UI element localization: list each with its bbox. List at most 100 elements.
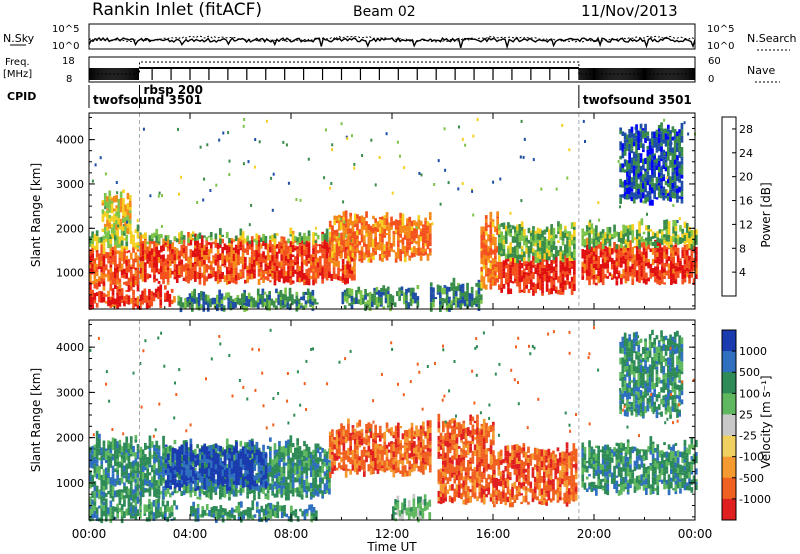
heatmap-cell xyxy=(255,473,259,478)
heatmap-cell xyxy=(123,511,126,518)
heatmap-cell xyxy=(271,490,274,494)
heatmap-cell xyxy=(114,454,117,460)
heatmap-cell xyxy=(434,297,438,300)
heatmap-cell xyxy=(134,473,138,479)
heatmap-cell xyxy=(374,226,377,232)
heatmap-cell xyxy=(660,178,663,182)
heatmap-cell xyxy=(91,474,94,483)
heatmap-cell xyxy=(368,301,372,307)
heatmap-cell xyxy=(484,250,488,256)
heatmap-cell xyxy=(167,482,170,488)
heatmap-cell xyxy=(268,291,271,295)
heatmap-cell xyxy=(520,254,524,262)
heatmap-cell xyxy=(601,233,605,239)
heatmap-cell xyxy=(232,250,236,254)
heatmap-cell xyxy=(98,493,101,500)
heatmap-cell xyxy=(642,149,645,153)
heatmap-cell xyxy=(405,302,408,310)
heatmap-cell xyxy=(642,200,645,204)
heatmap-cell xyxy=(365,233,368,237)
heatmap-cell xyxy=(164,469,168,473)
heatmap-cell xyxy=(319,482,322,489)
heatmap-cell xyxy=(429,291,433,297)
heatmap-cell xyxy=(157,479,161,486)
heatmap-cell xyxy=(642,231,646,235)
heatmap-cell xyxy=(651,166,654,169)
heatmap-cell xyxy=(559,260,563,265)
heatmap-cell xyxy=(187,279,190,284)
heatmap-cell xyxy=(269,255,272,261)
heatmap-cell xyxy=(129,286,133,291)
heatmap-cell xyxy=(330,259,334,264)
heatmap-cell xyxy=(646,191,650,197)
heatmap-cell xyxy=(673,192,677,199)
heatmap-cell xyxy=(383,231,387,235)
heatmap-cell xyxy=(353,241,357,244)
heatmap-cell xyxy=(132,239,135,243)
heatmap-cell xyxy=(203,274,206,281)
heatmap-cell xyxy=(622,253,625,256)
heatmap-cell xyxy=(107,269,110,275)
heatmap-cell xyxy=(344,215,348,219)
heatmap-cell xyxy=(672,220,675,223)
heatmap-cell xyxy=(253,250,256,253)
heatmap-cell xyxy=(663,262,666,269)
heatmap-cell xyxy=(129,471,133,478)
heatmap-cell xyxy=(129,449,133,454)
heatmap-cell xyxy=(146,464,149,469)
heatmap-cell xyxy=(397,220,400,227)
heatmap-cell xyxy=(373,297,376,303)
heatmap-cell xyxy=(518,282,522,290)
heatmap-cell xyxy=(480,226,484,231)
heatmap-cell xyxy=(303,461,306,467)
heatmap-cell xyxy=(491,221,495,228)
heatmap-cell xyxy=(644,194,647,198)
heatmap-cell xyxy=(162,480,165,484)
heatmap-cell xyxy=(367,230,371,237)
heatmap-cell xyxy=(280,254,284,261)
heatmap-cell xyxy=(370,138,373,142)
heatmap-cell xyxy=(203,462,206,465)
heatmap-cell xyxy=(373,293,376,296)
heatmap-cell xyxy=(342,231,346,234)
heatmap-cell xyxy=(284,490,288,497)
heatmap-cell xyxy=(150,441,154,448)
heatmap-cell xyxy=(557,253,560,256)
heatmap-cell xyxy=(679,266,682,271)
heatmap-cell xyxy=(673,144,677,148)
heatmap-cell xyxy=(291,238,295,242)
heatmap-cell xyxy=(394,258,398,263)
heatmap-cell xyxy=(198,273,202,280)
heatmap-cell xyxy=(649,272,653,279)
heatmap-cell xyxy=(525,263,528,270)
heatmap-cell xyxy=(269,450,272,458)
heatmap-cell xyxy=(523,235,526,239)
heatmap-cell xyxy=(300,255,304,262)
heatmap-cell xyxy=(559,257,563,261)
heatmap-cell xyxy=(250,260,254,264)
heatmap-cell xyxy=(232,277,236,284)
heatmap-cell xyxy=(568,263,572,268)
heatmap-cell xyxy=(166,248,170,252)
heatmap-cell xyxy=(429,286,433,292)
heatmap-cell xyxy=(509,264,513,268)
heatmap-cell xyxy=(464,297,467,300)
heatmap-cell xyxy=(302,305,306,310)
heatmap-cell xyxy=(566,247,569,253)
heatmap-cell xyxy=(514,232,517,237)
heatmap-cell xyxy=(128,212,132,220)
heatmap-cell xyxy=(363,217,366,222)
heatmap-cell xyxy=(259,267,263,272)
heatmap-cell xyxy=(321,448,324,453)
heatmap-cell xyxy=(191,272,195,279)
heatmap-cell xyxy=(332,267,336,271)
heatmap-cell xyxy=(255,477,259,484)
heatmap-cell xyxy=(266,445,270,450)
heatmap-cell xyxy=(628,184,631,187)
heatmap-cell xyxy=(98,457,101,461)
heatmap-cell xyxy=(157,458,161,466)
heatmap-cell xyxy=(296,463,299,471)
heatmap-cell xyxy=(150,483,154,488)
heatmap-cell xyxy=(162,456,165,460)
heatmap-cell xyxy=(100,296,104,303)
